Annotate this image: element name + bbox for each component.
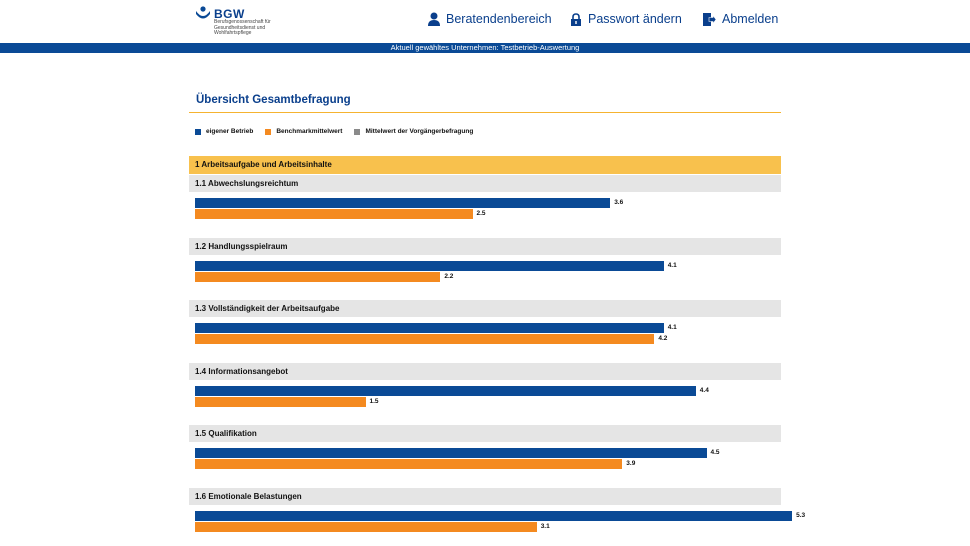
bar-value-label: 4.1 (667, 324, 677, 331)
legend-label: Benchmarkmittelwert (276, 128, 343, 135)
bar-benchmark (195, 521, 537, 532)
bar-value-label: 2.5 (476, 210, 486, 217)
bar-benchmark (195, 334, 655, 344)
bar-value-label: 2.2 (444, 272, 454, 280)
bar-value-label: 3.6 (614, 199, 624, 206)
bar-own (195, 323, 664, 333)
legend-swatch (354, 128, 361, 135)
section-header: 1 Arbeitsaufgabe und Arbeitsinhalte (189, 156, 781, 174)
page-title: Übersicht Gesamtbefragung (196, 94, 351, 106)
nav-label: Beratendenbereich (446, 12, 552, 26)
item-header: 1.3 Vollständigkeit der Arbeitsaufgabe (189, 300, 781, 317)
bar-value-label: 3.9 (626, 460, 636, 467)
bar-own (195, 260, 664, 271)
legend-swatch (195, 128, 201, 135)
bar-value-label: 4.2 (658, 335, 668, 342)
bar-value-label: 3.1 (540, 522, 550, 530)
item-header: 1.6 Emotionale Belastungen (189, 487, 781, 505)
bar-own (195, 385, 696, 396)
bar-value-label: 1.5 (369, 397, 379, 405)
nav-label: Abmelden (722, 12, 779, 26)
bar-benchmark (195, 396, 366, 407)
nav-beratendenbereich[interactable]: Beratendenbereich (428, 12, 552, 26)
logo-name: BGW (214, 7, 245, 21)
logo-subtitle: Berufsgenossenschaft für Gesundheitsdien… (214, 19, 271, 36)
logout-icon (703, 12, 716, 26)
legend-item-benchmark: Benchmarkmittelwert (265, 128, 342, 135)
nav-label: Passwort ändern (588, 12, 682, 26)
item-header: 1.1 Abwechslungsreichtum (189, 175, 781, 192)
title-divider (189, 112, 781, 113)
nav-passwort-aendern[interactable]: Passwort ändern (570, 12, 682, 26)
item-header: 1.2 Handlungsspielraum (189, 237, 781, 255)
bar-value-label: 5.3 (796, 511, 806, 519)
item-header: 1.5 Qualifikation (189, 425, 781, 442)
bar-own (195, 448, 707, 458)
nav-abmelden[interactable]: Abmelden (703, 12, 778, 26)
bar-value-label: 4.5 (710, 449, 720, 456)
bar-benchmark (195, 209, 473, 219)
bgw-logo-icon (196, 6, 210, 19)
legend-item-previous: Mittelwert der Vorgängerbefragung (354, 128, 473, 135)
chart-legend: eigener Betrieb Benchmarkmittelwert Mitt… (195, 128, 485, 135)
item-header: 1.4 Informationsangebot (189, 362, 781, 380)
bar-benchmark (195, 271, 441, 282)
header: BGW Berufsgenossenschaft für Gesundheits… (0, 0, 970, 43)
bar-own (195, 510, 793, 521)
bgw-logo[interactable]: BGW Berufsgenossenschaft für Gesundheits… (196, 6, 286, 38)
bar-own (195, 198, 611, 208)
bar-value-label: 4.4 (699, 386, 709, 394)
lock-icon (571, 12, 581, 26)
user-icon (428, 12, 440, 26)
company-banner: Aktuell gewähltes Unternehmen: Testbetri… (0, 43, 970, 53)
legend-swatch (265, 128, 272, 135)
legend-label: Mittelwert der Vorgängerbefragung (365, 128, 474, 135)
bar-benchmark (195, 459, 623, 469)
legend-item-own: eigener Betrieb (195, 128, 253, 135)
legend-label: eigener Betrieb (206, 128, 254, 135)
bar-value-label: 4.1 (667, 261, 677, 269)
